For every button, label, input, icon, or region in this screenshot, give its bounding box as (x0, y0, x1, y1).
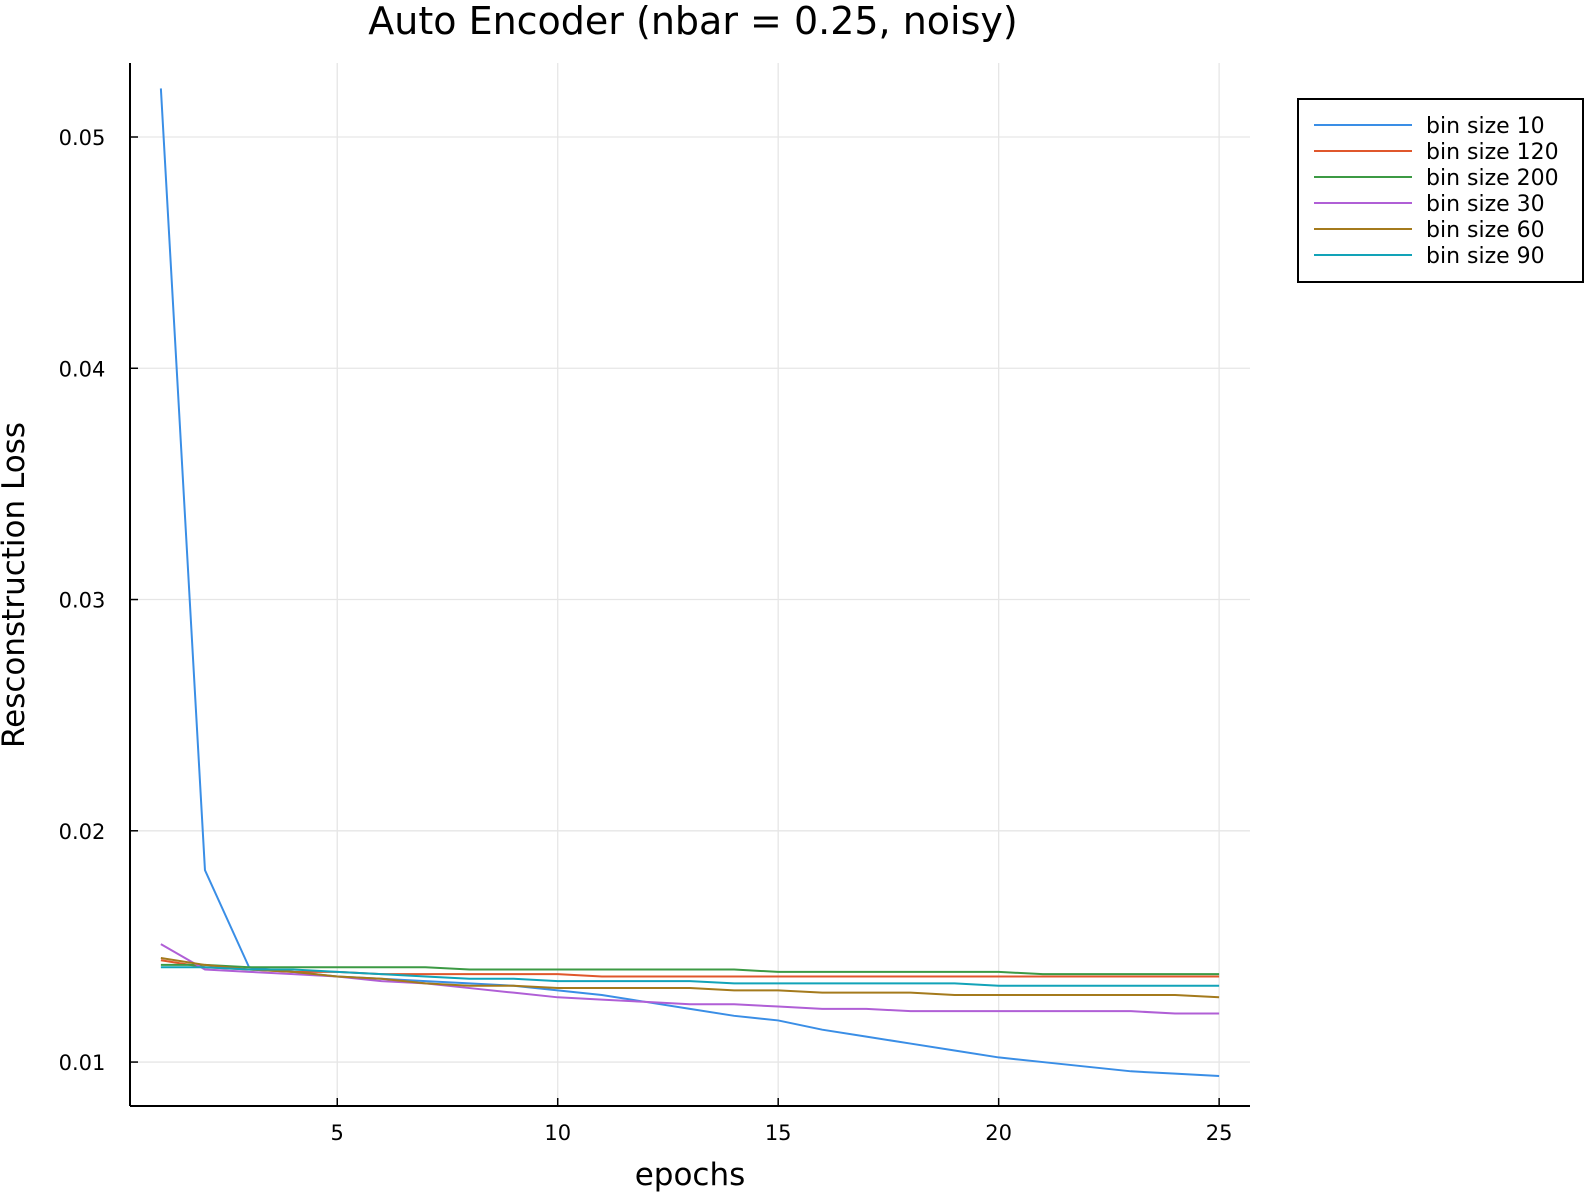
legend-label: bin size 90 (1426, 244, 1545, 269)
grid (130, 63, 1250, 1106)
series-line-bin-size-30 (160, 943, 1220, 1015)
legend-label: bin size 200 (1426, 166, 1559, 191)
y-tick-label: 0.02 (59, 820, 106, 844)
series-line-bin-size-90 (160, 966, 1220, 987)
x-tick-label: 10 (544, 1121, 571, 1145)
x-tick-label: 15 (765, 1121, 792, 1145)
legend-box (1297, 98, 1584, 283)
legend-label: bin size 30 (1426, 192, 1545, 217)
x-tick-label: 20 (985, 1121, 1012, 1145)
y-tick-label: 0.03 (59, 589, 106, 613)
y-axis-label: Resconstruction Loss (0, 422, 32, 748)
tick-labels: 5 10 15 20 25 0.01 0.02 0.03 0.04 0.05 (59, 126, 1233, 1145)
y-tick-label: 0.04 (59, 357, 106, 381)
x-tick-label: 25 (1206, 1121, 1233, 1145)
legend-label: bin size 10 (1426, 114, 1545, 139)
x-axis-label: epochs (635, 1157, 746, 1193)
x-tick-label: 5 (331, 1121, 344, 1145)
series-lines (159, 88, 1220, 1077)
legend-label: bin size 120 (1426, 140, 1559, 165)
y-tick-label: 0.05 (59, 126, 106, 150)
series-line-bin-size-10 (159, 88, 1220, 1077)
y-tick-label: 0.01 (59, 1051, 106, 1075)
legend-label: bin size 60 (1426, 218, 1545, 243)
series-line-bin-size-60 (160, 957, 1220, 999)
series-line-bin-size-200 (160, 963, 1220, 976)
chart-title: Auto Encoder (nbar = 0.25, noisy) (368, 0, 1017, 43)
